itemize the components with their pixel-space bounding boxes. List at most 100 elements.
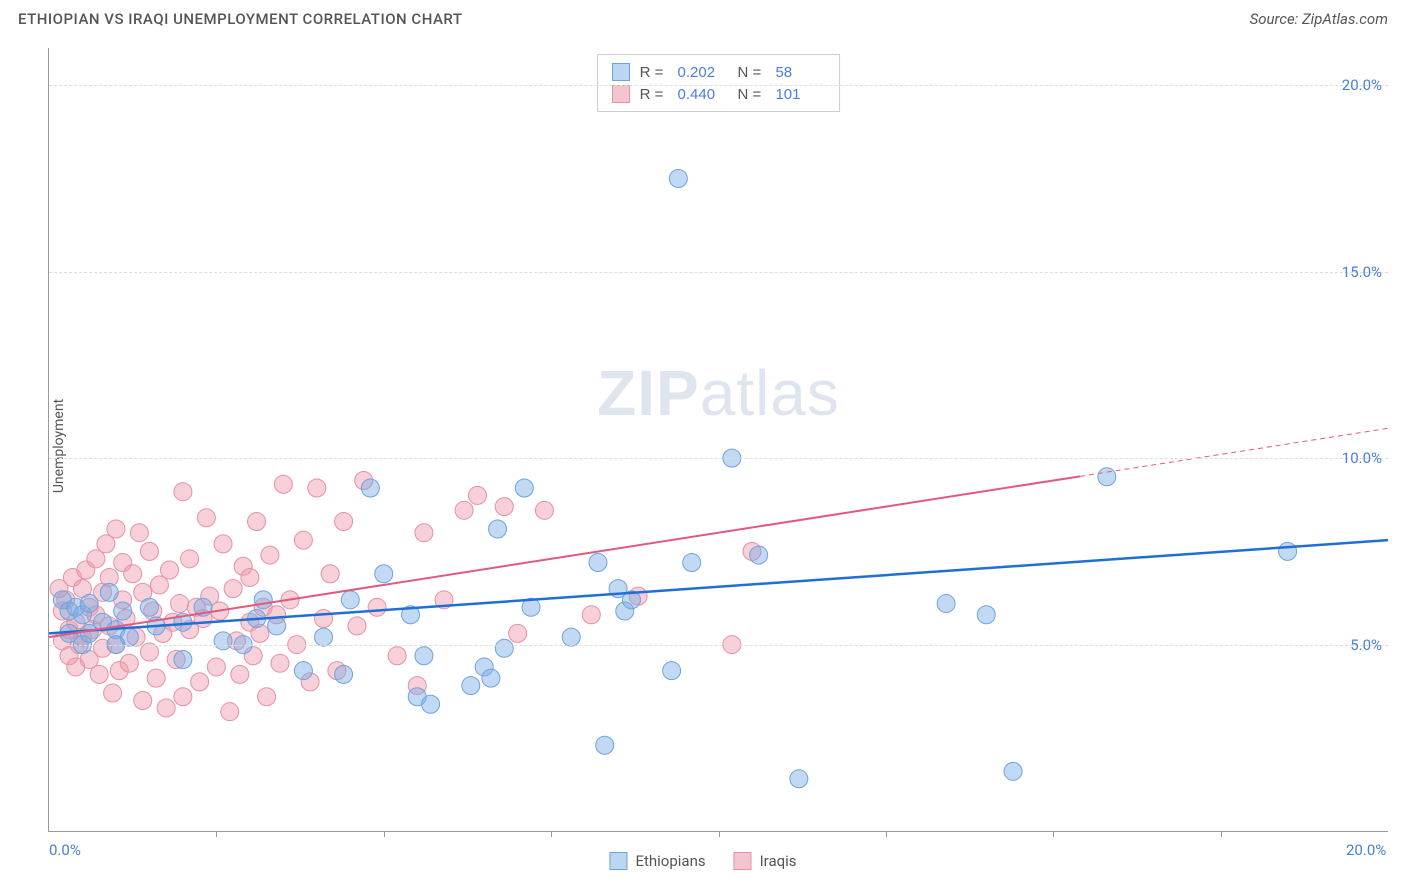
scatter-point-ethiopians xyxy=(120,628,138,646)
scatter-point-iraqis xyxy=(221,703,239,721)
correlation-row-ethiopians: R = 0.202 N = 58 xyxy=(612,61,826,83)
scatter-point-iraqis xyxy=(388,647,406,665)
scatter-point-iraqis xyxy=(314,609,332,627)
x-tick-label: 0.0% xyxy=(49,841,81,859)
trend-line-iraqis xyxy=(49,476,1080,637)
scatter-point-ethiopians xyxy=(214,632,232,650)
scatter-point-iraqis xyxy=(140,542,158,560)
scatter-point-ethiopians xyxy=(415,647,433,665)
scatter-point-iraqis xyxy=(271,654,289,672)
scatter-point-iraqis xyxy=(174,483,192,501)
scatter-point-ethiopians xyxy=(562,628,580,646)
source-attribution: Source: ZipAtlas.com xyxy=(1250,10,1388,28)
r-value-iraqis: 0.440 xyxy=(678,86,728,103)
chart-header: ETHIOPIAN VS IRAQI UNEMPLOYMENT CORRELAT… xyxy=(0,0,1406,34)
scatter-point-iraqis xyxy=(181,550,199,568)
scatter-point-ethiopians xyxy=(422,695,440,713)
scatter-point-ethiopians xyxy=(790,770,808,788)
scatter-point-ethiopians xyxy=(114,602,132,620)
scatter-point-iraqis xyxy=(147,669,165,687)
correlation-row-iraqis: R = 0.440 N = 101 xyxy=(612,83,826,105)
scatter-point-ethiopians xyxy=(669,170,687,188)
scatter-point-ethiopians xyxy=(254,591,272,609)
scatter-point-iraqis xyxy=(274,475,292,493)
scatter-point-ethiopians xyxy=(489,520,507,538)
scatter-point-iraqis xyxy=(261,546,279,564)
n-value-ethiopians: 58 xyxy=(775,64,825,81)
scatter-point-iraqis xyxy=(348,617,366,635)
scatter-point-iraqis xyxy=(241,568,259,586)
scatter-point-ethiopians xyxy=(683,554,701,572)
scatter-point-ethiopians xyxy=(977,606,995,624)
scatter-point-ethiopians xyxy=(482,669,500,687)
scatter-point-ethiopians xyxy=(100,583,118,601)
scatter-point-ethiopians xyxy=(495,639,513,657)
scatter-point-iraqis xyxy=(191,673,209,691)
scatter-point-ethiopians xyxy=(80,595,98,613)
legend-item-iraqis: Iraqis xyxy=(734,852,797,870)
scatter-point-ethiopians xyxy=(750,546,768,564)
scatter-point-iraqis xyxy=(509,624,527,642)
scatter-point-ethiopians xyxy=(596,736,614,754)
scatter-point-iraqis xyxy=(207,658,225,676)
scatter-point-ethiopians xyxy=(1279,542,1297,560)
scatter-point-iraqis xyxy=(174,688,192,706)
scatter-point-ethiopians xyxy=(1004,762,1022,780)
scatter-point-iraqis xyxy=(214,535,232,553)
scatter-point-ethiopians xyxy=(515,479,533,497)
scatter-point-iraqis xyxy=(107,520,125,538)
scatter-point-ethiopians xyxy=(1098,468,1116,486)
scatter-point-iraqis xyxy=(120,654,138,672)
scatter-point-iraqis xyxy=(335,513,353,531)
scatter-plot-svg xyxy=(49,48,1388,831)
y-tick-label: 15.0% xyxy=(1342,263,1382,281)
scatter-point-ethiopians xyxy=(937,595,955,613)
n-value-iraqis: 101 xyxy=(775,86,825,103)
scatter-point-ethiopians xyxy=(589,554,607,572)
y-tick-label: 20.0% xyxy=(1342,76,1382,94)
scatter-point-iraqis xyxy=(248,513,266,531)
scatter-point-ethiopians xyxy=(361,479,379,497)
legend-label-iraqis: Iraqis xyxy=(760,852,797,870)
scatter-point-iraqis xyxy=(134,692,152,710)
scatter-point-ethiopians xyxy=(314,628,332,646)
scatter-point-iraqis xyxy=(294,531,312,549)
scatter-point-iraqis xyxy=(161,561,179,579)
scatter-point-iraqis xyxy=(124,565,142,583)
scatter-point-iraqis xyxy=(468,486,486,504)
legend-swatch-ethiopians xyxy=(609,852,627,870)
scatter-point-ethiopians xyxy=(268,617,286,635)
scatter-point-ethiopians xyxy=(140,598,158,616)
legend-label-ethiopians: Ethiopians xyxy=(635,852,705,870)
scatter-point-ethiopians xyxy=(174,650,192,668)
scatter-point-iraqis xyxy=(321,565,339,583)
swatch-iraqis xyxy=(612,85,630,103)
scatter-point-iraqis xyxy=(104,684,122,702)
series-legend: Ethiopians Iraqis xyxy=(609,852,796,870)
scatter-point-iraqis xyxy=(171,595,189,613)
scatter-point-iraqis xyxy=(258,688,276,706)
scatter-point-iraqis xyxy=(455,501,473,519)
legend-swatch-iraqis xyxy=(734,852,752,870)
chart-title: ETHIOPIAN VS IRAQI UNEMPLOYMENT CORRELAT… xyxy=(18,10,463,28)
chart-plot-area: ZIPatlas R = 0.202 N = 58 R = 0.440 N = … xyxy=(48,48,1388,832)
scatter-point-iraqis xyxy=(535,501,553,519)
scatter-point-iraqis xyxy=(415,524,433,542)
legend-item-ethiopians: Ethiopians xyxy=(609,852,705,870)
scatter-point-ethiopians xyxy=(375,565,393,583)
r-value-ethiopians: 0.202 xyxy=(678,64,728,81)
scatter-point-ethiopians xyxy=(462,677,480,695)
x-tick-label: 20.0% xyxy=(1346,841,1386,859)
swatch-ethiopians xyxy=(612,63,630,81)
scatter-point-iraqis xyxy=(231,665,249,683)
scatter-point-ethiopians xyxy=(341,591,359,609)
y-tick-label: 5.0% xyxy=(1350,636,1382,654)
scatter-point-iraqis xyxy=(140,643,158,661)
correlation-legend: R = 0.202 N = 58 R = 0.440 N = 101 xyxy=(597,54,841,112)
scatter-point-ethiopians xyxy=(294,662,312,680)
scatter-point-iraqis xyxy=(90,665,108,683)
scatter-point-iraqis xyxy=(197,509,215,527)
scatter-point-iraqis xyxy=(308,479,326,497)
scatter-point-iraqis xyxy=(582,606,600,624)
scatter-point-iraqis xyxy=(157,699,175,717)
